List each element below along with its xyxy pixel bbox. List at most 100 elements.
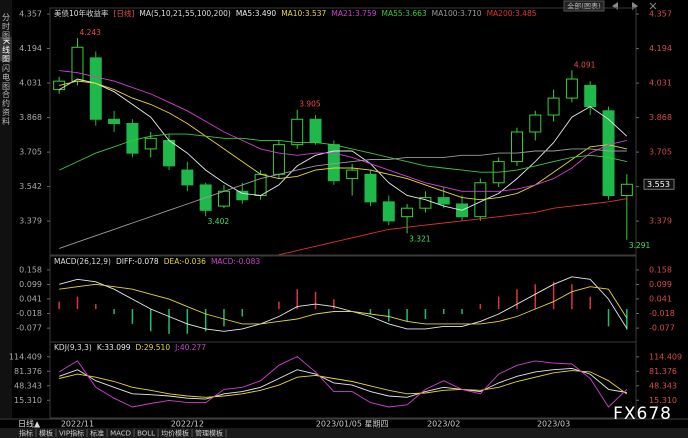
high-label: 3.905 <box>299 100 321 109</box>
x-tick-label: 2023/01/05 星期四 <box>316 420 389 429</box>
range-box[interactable] <box>563 0 605 12</box>
y-tick-label: 81.376 <box>14 367 42 376</box>
y2-tick-label: 3.379 <box>649 217 672 226</box>
legend-entry: MA10:3.537 <box>281 9 326 18</box>
series-line <box>58 78 628 211</box>
candle-body <box>236 190 249 201</box>
candle-body <box>346 169 359 180</box>
y2-tick-label: 114.409 <box>649 352 682 361</box>
high-label: 4.243 <box>79 28 101 37</box>
candle-body <box>53 80 66 91</box>
candle-body <box>89 57 102 120</box>
series-line <box>59 70 627 192</box>
y-tick-label: -0.018 <box>16 309 42 318</box>
panel-border <box>49 7 637 256</box>
candle-body <box>602 110 615 196</box>
sidebar <box>0 0 12 418</box>
candle-body <box>71 46 84 82</box>
period-switch[interactable]: 日线▲ <box>18 419 41 429</box>
candle-body <box>291 118 304 146</box>
watermark: FX678 <box>613 404 672 424</box>
x-tick-label: 2023/03 <box>537 420 570 429</box>
sidebar-tab[interactable]: K线图 <box>2 39 11 63</box>
panel-border <box>49 341 637 419</box>
toolbar-button[interactable]: 指标 <box>19 429 33 438</box>
y2-tick-label: -0.018 <box>649 309 675 318</box>
legend-entry: D:29.510 <box>136 343 171 352</box>
last-price: 3.553 <box>647 180 670 189</box>
candle-body <box>547 97 560 116</box>
candle-body <box>272 144 285 175</box>
toolbar-button[interactable]: 管理模板 <box>195 429 223 438</box>
y-tick-label: 0.099 <box>19 280 42 289</box>
y2-tick-label: 4.031 <box>649 79 672 88</box>
series-line <box>59 283 628 325</box>
toolbar-button[interactable]: VIP指标 <box>59 429 84 438</box>
legend-entry: 美债10年收益率 <box>54 8 109 18</box>
legend-entry: [日线] <box>114 8 135 18</box>
legend-entry: DEA:-0.036 <box>164 257 206 266</box>
legend-entry: DIFF:-0.078 <box>116 257 159 266</box>
low-label: 3.402 <box>208 217 230 226</box>
y-tick-label: 3.542 <box>19 182 42 191</box>
x-tick-label: 2022/12 <box>171 420 204 429</box>
sidebar-tab[interactable]: 合约资料 <box>2 89 11 126</box>
toolbar <box>0 428 688 438</box>
legend-entry: MA21:3.759 <box>331 9 376 18</box>
y-tick-label: 114.409 <box>9 352 42 361</box>
y-tick-label: 4.357 <box>19 10 42 19</box>
y-tick-label: -0.077 <box>16 324 42 333</box>
candle-body <box>382 201 395 222</box>
y2-tick-label: 15.310 <box>649 396 677 405</box>
toolbar-button[interactable]: MACD <box>110 430 131 438</box>
candle-body <box>327 144 340 182</box>
low-label: 3.321 <box>409 234 431 243</box>
series-line <box>59 370 628 398</box>
legend-entry: MACD:-0.083 <box>211 257 260 266</box>
y-tick-label: 0.158 <box>19 265 42 274</box>
legend-entry: MA(5,10,21,55,100,200) <box>139 9 230 18</box>
y2-tick-label: 4.357 <box>649 10 672 19</box>
series-line <box>59 148 627 249</box>
series-line <box>59 367 627 400</box>
legend-entry: MA100:3.710 <box>432 9 482 18</box>
toolbar-button[interactable]: 模板 <box>39 429 53 438</box>
x-tick-label: 2023/02 <box>427 420 460 429</box>
sidebar-active <box>0 37 12 61</box>
legend-entry: J:40.277 <box>174 343 206 352</box>
legend-entry: MACD(26,12,9) <box>54 257 111 266</box>
y-tick-label: 3.705 <box>19 148 42 157</box>
close-icon[interactable] <box>649 2 657 10</box>
series-line <box>59 80 627 201</box>
sidebar-tab[interactable]: 分时图 <box>2 13 11 40</box>
candle-body <box>510 131 523 163</box>
y2-tick-label: 3.705 <box>649 148 672 157</box>
candle-body <box>108 118 121 125</box>
toolbar-button[interactable]: 均价模板 <box>161 429 189 438</box>
candle-body <box>437 197 450 205</box>
candle-body <box>584 84 597 108</box>
y-tick-label: 3.379 <box>19 217 42 226</box>
candle-body <box>126 123 139 154</box>
y-tick-label: 3.868 <box>19 113 42 122</box>
y-tick-label: 4.031 <box>19 79 42 88</box>
y2-tick-label: -0.077 <box>649 324 675 333</box>
candle-body <box>620 183 633 196</box>
legend-entry: K:33.099 <box>97 343 131 352</box>
candle-body <box>217 190 230 207</box>
candle-body <box>364 173 377 203</box>
y2-tick-label: 81.376 <box>649 367 677 376</box>
toolbar-button[interactable]: BOLL <box>137 430 155 438</box>
candle-body <box>529 114 542 133</box>
y-tick-label: 48.343 <box>14 381 42 390</box>
sidebar-tab[interactable]: 闪电图 <box>2 64 11 91</box>
candle-body <box>181 169 194 186</box>
range-button[interactable]: 全部(图表) <box>567 2 601 11</box>
toolbar-button[interactable]: 标准 <box>90 429 104 438</box>
y-tick-label: 0.041 <box>19 294 42 303</box>
last-price-box <box>643 178 675 190</box>
candle-body <box>565 78 578 99</box>
series-line <box>278 198 627 256</box>
candle-body <box>309 118 322 144</box>
